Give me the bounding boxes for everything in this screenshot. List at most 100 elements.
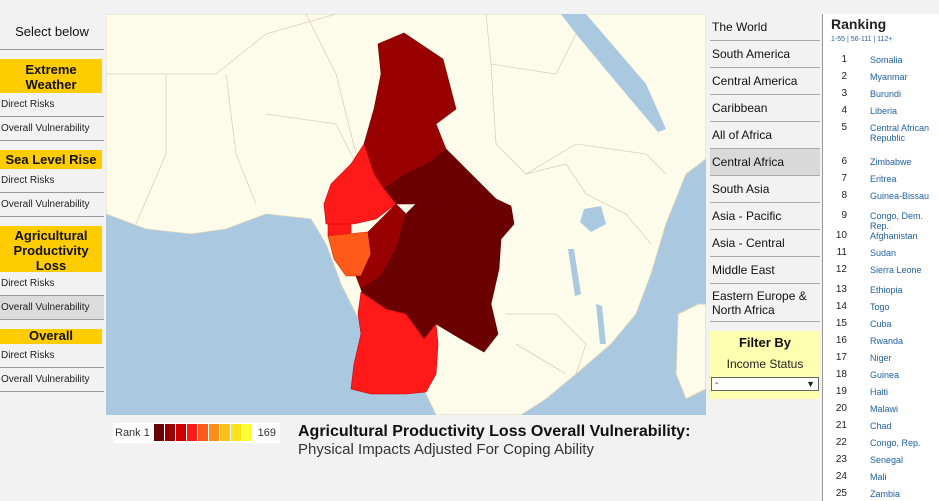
- sea-level-overall-vulnerability[interactable]: Overall Vulnerability: [0, 193, 104, 217]
- ranking-country-link[interactable]: Haiti: [870, 387, 889, 397]
- region-asia-central[interactable]: Asia - Central: [710, 230, 820, 257]
- region-middle-east[interactable]: Middle East: [710, 257, 820, 284]
- ranking-item[interactable]: 23 Senegal: [823, 454, 939, 471]
- ranking-country-link[interactable]: Burundi: [870, 89, 902, 99]
- ranking-number: 4: [841, 105, 847, 116]
- ranking-item[interactable]: 4 Liberia: [823, 105, 939, 122]
- ranking-number: 20: [835, 403, 847, 414]
- ranking-country-link[interactable]: Rwanda: [870, 336, 904, 346]
- ranking-country-link[interactable]: Congo, Dem. Rep.: [870, 211, 924, 231]
- ranking-country-link[interactable]: Senegal: [870, 455, 904, 465]
- ranking-item[interactable]: 2 Myanmar: [823, 71, 939, 88]
- ranking-item[interactable]: 8 Guinea-Bissau: [823, 190, 939, 210]
- ranking-country-link[interactable]: Afghanistan: [870, 231, 918, 241]
- ranking-item[interactable]: 3 Burundi: [823, 88, 939, 105]
- ranking-country-link[interactable]: Malawi: [870, 404, 899, 414]
- region-the-world[interactable]: The World: [710, 14, 820, 41]
- category-extreme-weather[interactable]: Extreme Weather: [0, 59, 102, 93]
- region-all-of-africa[interactable]: All of Africa: [710, 122, 820, 149]
- ranking-country-link[interactable]: Somalia: [870, 55, 903, 65]
- ranking-item[interactable]: 13 Ethiopia: [823, 284, 939, 301]
- ranking-list: 1 Somalia 2 Myanmar 3 Burundi 4 Liberia 5 Central…: [823, 54, 939, 501]
- ranking-country-link[interactable]: Ethiopia: [870, 285, 903, 295]
- map-subtitle: Physical Impacts Adjusted For Coping Abi…: [298, 441, 594, 458]
- dropdown-arrow-icon: ▼: [806, 379, 815, 389]
- ranking-item[interactable]: 5 Central African Republic: [823, 122, 939, 156]
- sea-level-direct-risks[interactable]: Direct Risks: [0, 169, 104, 193]
- ranking-country-link[interactable]: Zimbabwe: [870, 157, 912, 167]
- ranking-country-link[interactable]: Chad: [870, 421, 892, 431]
- ranking-item[interactable]: 10 Afghanistan: [823, 230, 939, 247]
- legend-swatch: [242, 424, 253, 441]
- ranking-country-link[interactable]: Sudan: [870, 248, 897, 258]
- ranking-country-link[interactable]: Guinea: [870, 370, 900, 380]
- ranking-number: 10: [835, 230, 847, 241]
- ranking-title: Ranking: [831, 16, 887, 32]
- filter-subtitle: Income Status: [726, 357, 804, 371]
- region-asia-pacific[interactable]: Asia - Pacific: [710, 203, 820, 230]
- income-status-select[interactable]: - ▼: [711, 377, 819, 391]
- category-overall[interactable]: Overall: [0, 329, 102, 344]
- ranking-pagination[interactable]: 1-55 | 56-111 | 112+: [831, 36, 893, 43]
- extreme-weather-overall-vulnerability[interactable]: Overall Vulnerability: [0, 117, 104, 141]
- choropleth-map[interactable]: [106, 14, 706, 415]
- ranking-item[interactable]: 11 Sudan: [823, 247, 939, 264]
- ranking-country-link[interactable]: Zambia: [870, 489, 901, 499]
- ranking-item[interactable]: 16 Rwanda: [823, 335, 939, 352]
- ranking-item[interactable]: 7 Eritrea: [823, 173, 939, 190]
- ranking-country-link[interactable]: Cuba: [870, 319, 892, 329]
- ranking-number: 24: [835, 471, 847, 482]
- ranking-item[interactable]: 21 Chad: [823, 420, 939, 437]
- ranking-country-link[interactable]: Guinea-Bissau: [870, 191, 930, 201]
- ranking-item[interactable]: 24 Mali: [823, 471, 939, 488]
- ranking-country-link[interactable]: Niger: [870, 353, 892, 363]
- country-angola[interactable]: [350, 291, 439, 395]
- ranking-number: 9: [841, 210, 847, 221]
- ranking-country-link[interactable]: Togo: [870, 302, 890, 312]
- ranking-number: 11: [836, 247, 847, 258]
- map-title: Agricultural Productivity Loss Overall V…: [298, 423, 691, 440]
- ranking-item[interactable]: 25 Zambia: [823, 488, 939, 501]
- ranking-country-link[interactable]: Central African Republic: [870, 123, 930, 143]
- ranking-country-link[interactable]: Myanmar: [870, 72, 908, 82]
- category-agricultural-productivity-loss[interactable]: Agricultural Productivity Loss: [0, 226, 102, 273]
- income-status-value: -: [715, 378, 719, 389]
- ranking-item[interactable]: 15 Cuba: [823, 318, 939, 335]
- ranking-item[interactable]: 14 Togo: [823, 301, 939, 318]
- ranking-item[interactable]: 20 Malawi: [823, 403, 939, 420]
- region-eastern-europe-north-africa[interactable]: Eastern Europe & North Africa: [710, 284, 820, 322]
- legend-swatch: [231, 424, 242, 441]
- region-caribbean[interactable]: Caribbean: [710, 95, 820, 122]
- category-sea-level-rise[interactable]: Sea Level Rise: [0, 150, 102, 169]
- lake-malawi: [596, 304, 606, 344]
- ranking-item[interactable]: 1 Somalia: [823, 54, 939, 71]
- madagascar: [675, 303, 706, 400]
- overall-overall-vulnerability[interactable]: Overall Vulnerability: [0, 368, 104, 392]
- extreme-weather-direct-risks[interactable]: Direct Risks: [0, 93, 104, 117]
- ranking-item[interactable]: 19 Haiti: [823, 386, 939, 403]
- ranking-item[interactable]: 18 Guinea: [823, 369, 939, 386]
- ranking-item[interactable]: 17 Niger: [823, 352, 939, 369]
- ranking-item[interactable]: 6 Zimbabwe: [823, 156, 939, 173]
- ranking-country-link[interactable]: Eritrea: [870, 174, 897, 184]
- ranking-country-link[interactable]: Mali: [870, 472, 887, 482]
- region-south-america[interactable]: South America: [710, 41, 820, 68]
- filter-panel: Filter By Income Status - ▼: [710, 331, 820, 399]
- ranking-number: 17: [835, 352, 847, 363]
- region-central-africa[interactable]: Central Africa: [710, 149, 820, 176]
- ranking-country-link[interactable]: Sierra Leone: [870, 265, 922, 275]
- ranking-number: 16: [835, 335, 847, 346]
- agriculture-direct-risks[interactable]: Direct Risks: [0, 272, 104, 296]
- ranking-country-link[interactable]: Liberia: [870, 106, 898, 116]
- red-sea: [561, 14, 666, 132]
- ranking-item[interactable]: 9 Congo, Dem. Rep.: [823, 210, 939, 231]
- ranking-country-link[interactable]: Congo, Rep.: [870, 438, 921, 448]
- region-south-asia[interactable]: South Asia: [710, 176, 820, 203]
- overall-direct-risks[interactable]: Direct Risks: [0, 344, 104, 368]
- legend-swatch: [165, 424, 176, 441]
- ranking-item[interactable]: 12 Sierra Leone: [823, 264, 939, 284]
- country-cameroon[interactable]: [323, 143, 397, 225]
- agriculture-overall-vulnerability[interactable]: Overall Vulnerability: [0, 296, 104, 320]
- region-central-america[interactable]: Central America: [710, 68, 820, 95]
- ranking-item[interactable]: 22 Congo, Rep.: [823, 437, 939, 454]
